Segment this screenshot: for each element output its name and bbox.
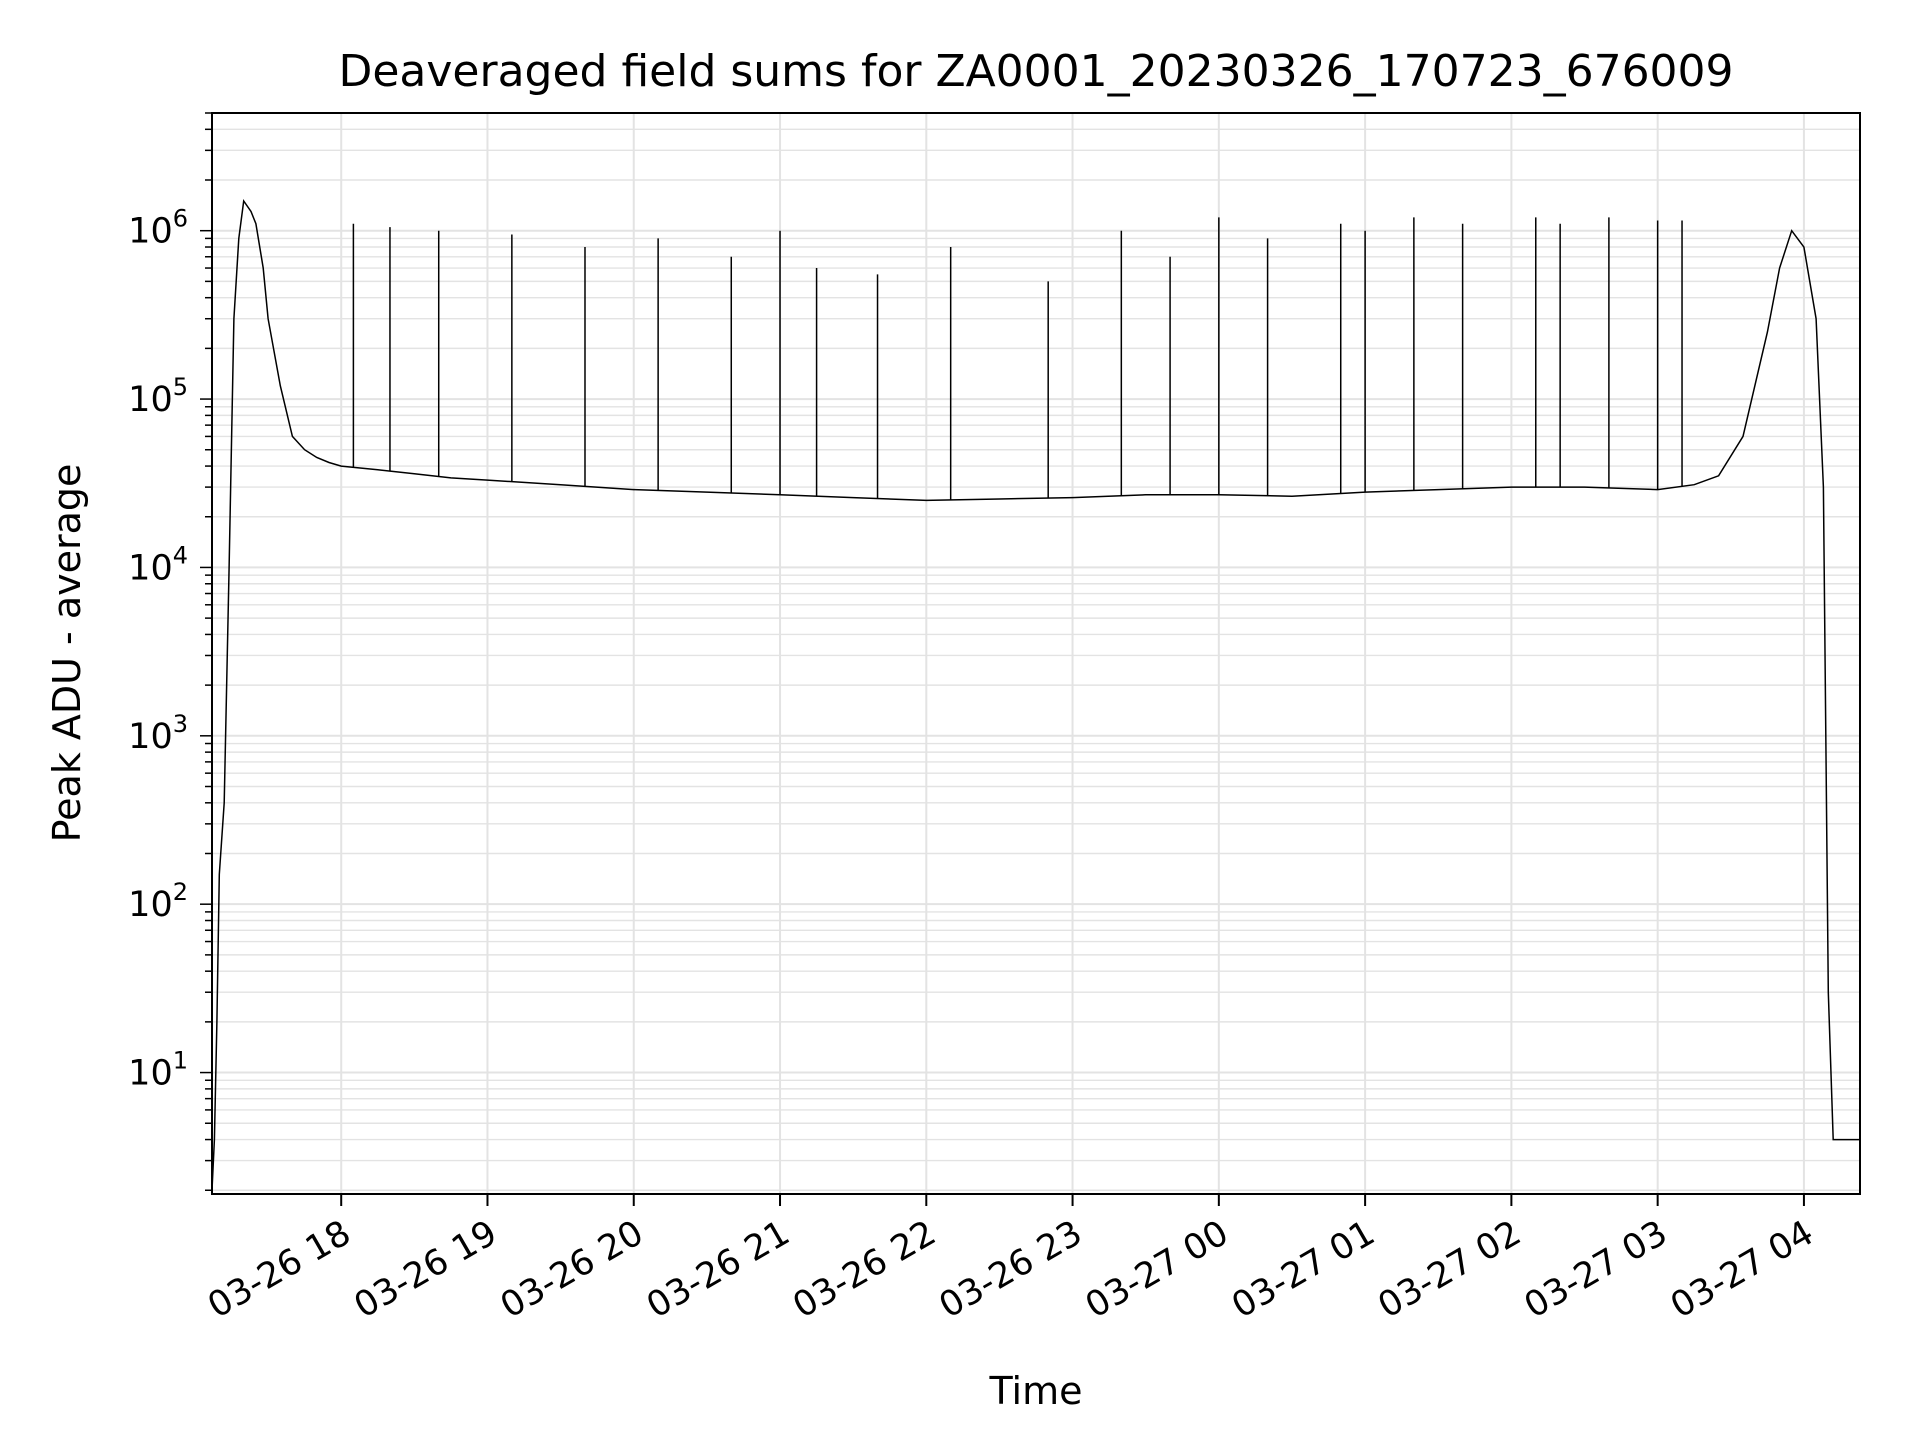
y-tick-label: 105 xyxy=(128,373,188,420)
x-tick-label: 03-26 22 xyxy=(787,1213,943,1326)
chart-title: Deaveraged field sums for ZA0001_2023032… xyxy=(338,46,1733,97)
series-line xyxy=(211,198,1860,1191)
x-tick-label: 03-27 02 xyxy=(1372,1213,1528,1326)
grid xyxy=(212,112,1860,1194)
x-tick-label: 03-26 23 xyxy=(933,1213,1089,1326)
spikes xyxy=(352,217,1683,500)
plot-area xyxy=(211,198,1860,1191)
x-tick-label: 03-27 04 xyxy=(1664,1213,1820,1326)
y-tick-label: 104 xyxy=(128,541,188,588)
x-tick-label: 03-27 03 xyxy=(1518,1213,1674,1326)
x-tick-label: 03-27 01 xyxy=(1225,1213,1381,1326)
y-tick-label: 102 xyxy=(128,878,188,925)
y-axis-label: Peak ADU - average xyxy=(45,464,89,843)
y-tick-label: 106 xyxy=(128,205,188,252)
x-tick-label: 03-26 20 xyxy=(494,1213,650,1326)
y-tick-label: 103 xyxy=(128,710,188,757)
y-tick-label: 101 xyxy=(128,1047,188,1094)
y-axis-ticks: 101 102 103 104 105 106 xyxy=(128,112,212,1191)
plot-frame xyxy=(211,112,1861,1195)
x-tick-label: 03-26 21 xyxy=(640,1213,796,1326)
x-tick-label: 03-26 18 xyxy=(201,1213,357,1326)
x-tick-label: 03-27 00 xyxy=(1079,1213,1235,1326)
x-axis-label: Time xyxy=(989,1369,1083,1413)
x-tick-label: 03-26 19 xyxy=(348,1213,504,1326)
